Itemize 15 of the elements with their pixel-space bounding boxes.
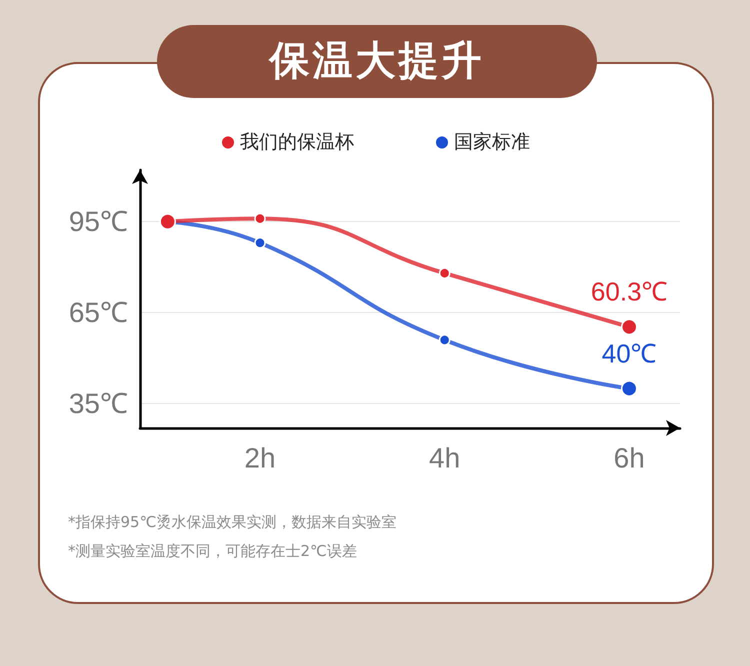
data-label: 60.3℃ xyxy=(590,276,668,307)
y-tick-label: 65℃ xyxy=(68,297,128,328)
text: *指保持95℃烫水保温效果实测，数据来自实验室 xyxy=(68,512,396,533)
y-tick-label: 35℃ xyxy=(68,388,128,420)
y-tick-label: 95℃ xyxy=(68,206,128,238)
chart-title: 保温大提升 xyxy=(157,25,597,98)
x-tick-label: 4h xyxy=(429,442,460,474)
point xyxy=(254,237,266,249)
legend-label: 我们的保温杯 xyxy=(240,132,354,153)
x-tick-label: 6h xyxy=(614,442,645,474)
legend-label: 国家标准 xyxy=(454,131,530,153)
point xyxy=(438,334,450,346)
x-tick-label: 2h xyxy=(244,442,276,474)
text: *测量实验室温度不同，可能存在士2℃误差 xyxy=(68,541,358,562)
data-label: 40℃ xyxy=(602,338,657,368)
